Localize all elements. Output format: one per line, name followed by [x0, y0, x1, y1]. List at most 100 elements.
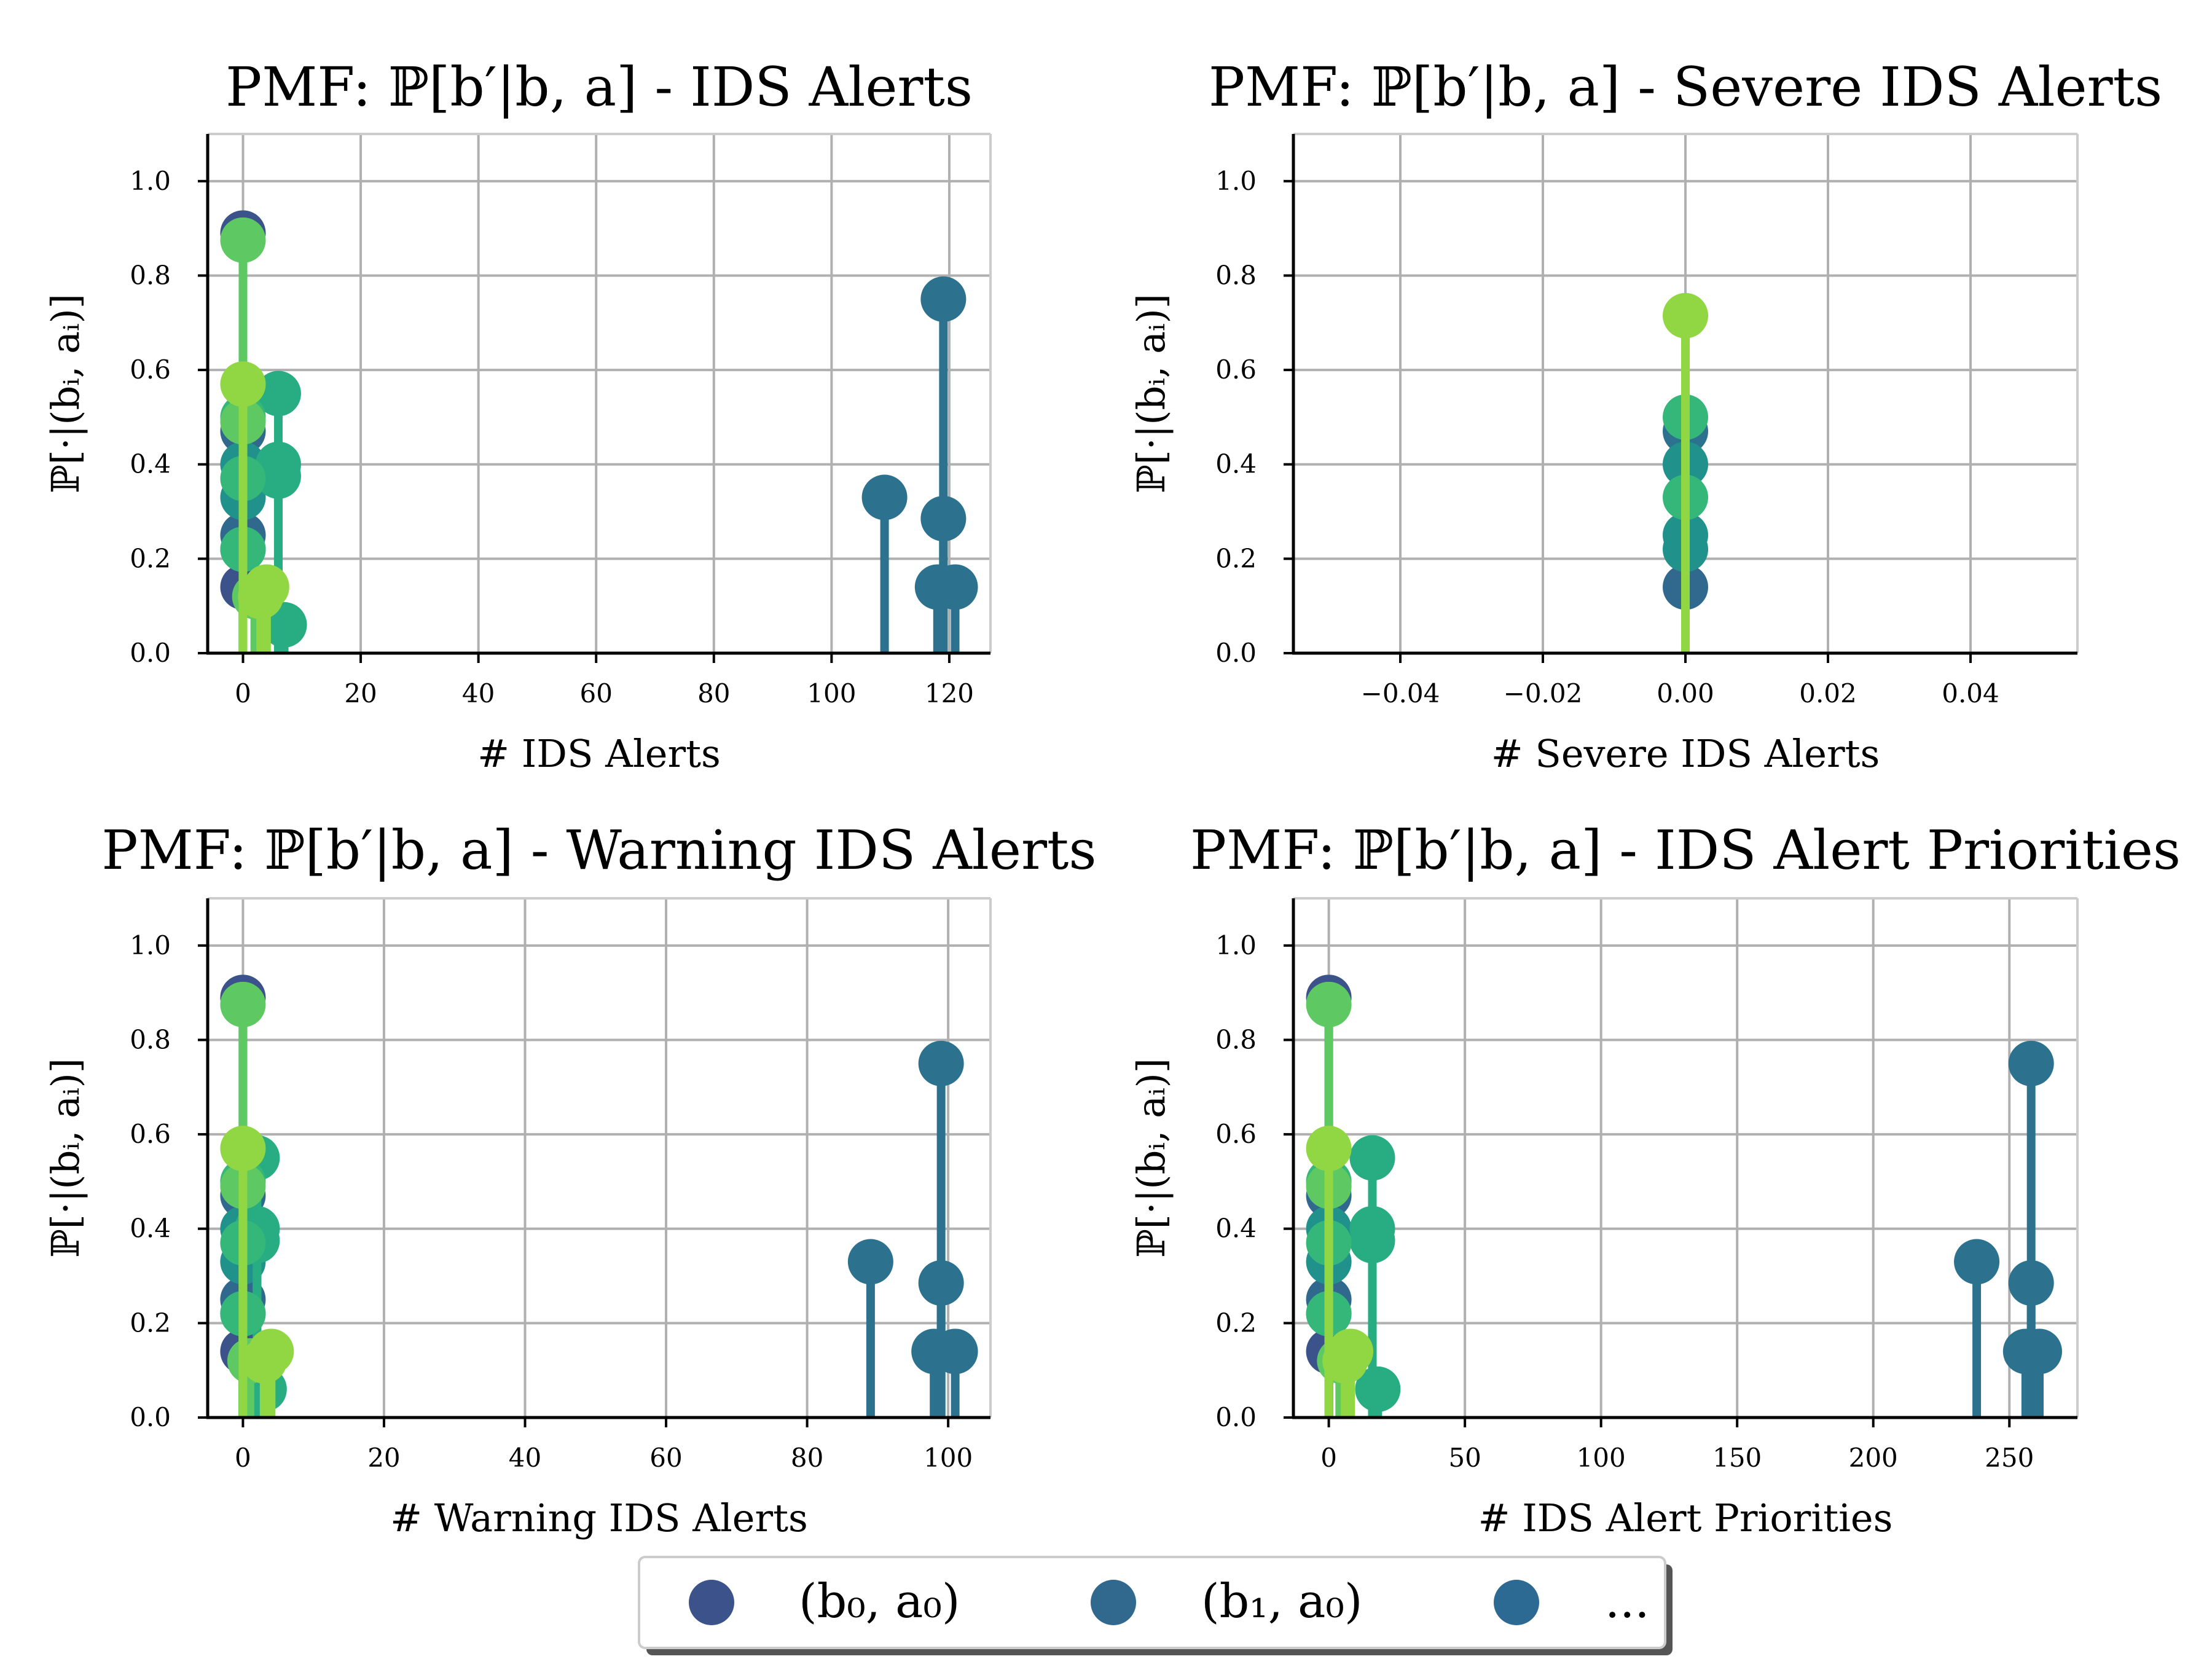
- series-5: [255, 371, 307, 653]
- data-point: [2008, 1040, 2054, 1086]
- series-5: [1349, 1135, 1401, 1418]
- x-axis-label: # Severe IDS Alerts: [1491, 731, 1880, 776]
- y-tick-label: 0.0: [1215, 638, 1257, 668]
- x-tick-label: 60: [649, 1443, 682, 1473]
- chart-title: PMF: ℙ[b′|b, a] - IDS Alerts: [226, 55, 973, 119]
- data-point: [932, 564, 978, 610]
- x-tick-label: 0.02: [1799, 678, 1857, 708]
- y-tick-label: 0.2: [130, 1308, 171, 1338]
- legend: (b₀, a₀) (b₁, a₀)...: [638, 1556, 1673, 1655]
- data-point: [2016, 1328, 2062, 1375]
- y-tick-label: 0.0: [130, 638, 171, 668]
- data-point: [861, 474, 908, 520]
- y-tick-label: 0.6: [1215, 355, 1257, 385]
- x-tick-label: 100: [924, 1443, 973, 1473]
- legend-marker-3: [1494, 1580, 1539, 1625]
- x-tick-label: 250: [1985, 1443, 2034, 1473]
- data-point: [255, 371, 301, 417]
- data-point: [1349, 1217, 1395, 1263]
- data-point: [255, 453, 301, 499]
- data-point: [918, 1040, 964, 1086]
- x-tick-label: 0.00: [1657, 678, 1714, 708]
- legend-label-2: (b₁, a₀): [1201, 1574, 1363, 1628]
- x-tick-label: 20: [367, 1443, 400, 1473]
- x-tick-label: 200: [1849, 1443, 1898, 1473]
- x-tick-label: 80: [791, 1443, 823, 1473]
- data-point: [1349, 1135, 1395, 1181]
- x-tick-label: 60: [579, 678, 612, 708]
- x-tick-label: 20: [344, 678, 377, 708]
- chart-title: PMF: ℙ[b′|b, a] - Warning IDS Alerts: [101, 818, 1096, 882]
- chart-panel-2: −0.04 −0.02 0.00 0.02 0.04 0.0 0.2 0.4 0.6 0.8 1.0…: [1129, 55, 2162, 776]
- y-tick-label: 0.2: [130, 543, 171, 573]
- y-tick-label: 0.4: [1215, 1214, 1257, 1244]
- legend-label-1: (b₀, a₀): [799, 1574, 960, 1628]
- data-point: [241, 1338, 287, 1384]
- chart-title: PMF: ℙ[b′|b, a] - IDS Alert Priorities: [1190, 818, 2181, 882]
- y-tick-label: 0.0: [130, 1402, 171, 1432]
- data-point: [932, 1328, 978, 1375]
- series-8: [220, 361, 289, 653]
- series-8: [220, 1126, 294, 1418]
- series-3: [847, 1040, 978, 1418]
- data-point: [220, 1126, 266, 1172]
- legend-marker-2: [1091, 1580, 1136, 1625]
- y-tick-label: 0.8: [130, 260, 171, 290]
- data-point: [1663, 292, 1708, 339]
- legend-label-3: ...: [1605, 1574, 1649, 1628]
- y-tick-label: 1.0: [1215, 930, 1257, 960]
- y-axis-label: ℙ[·|(bᵢ, aᵢ)]: [1129, 294, 1174, 493]
- y-tick-label: 0.6: [130, 355, 171, 385]
- y-tick-label: 0.4: [130, 1214, 171, 1244]
- data-point: [1322, 1338, 1368, 1384]
- y-axis-label: ℙ[·|(bᵢ, aᵢ)]: [1129, 1058, 1174, 1258]
- x-tick-label: 0: [235, 1443, 251, 1473]
- x-tick-label: 80: [697, 678, 730, 708]
- data-point: [920, 496, 967, 542]
- y-tick-label: 1.0: [1215, 166, 1257, 196]
- y-tick-label: 0.6: [1215, 1119, 1257, 1149]
- x-tick-label: −0.04: [1361, 678, 1440, 708]
- data-point: [220, 217, 266, 263]
- legend-box: [638, 1556, 1666, 1649]
- chart-panel-3: 0 20 40 60 80 100 0.0 0.2 0.4 0.6 0.8 1.0 PMF: ℙ[b′|…: [43, 818, 1097, 1540]
- data-point: [918, 1260, 964, 1306]
- y-tick-label: 0.6: [130, 1119, 171, 1149]
- chart-title: PMF: ℙ[b′|b, a] - Severe IDS Alerts: [1209, 55, 2162, 119]
- series-3: [861, 276, 978, 653]
- x-tick-label: 50: [1448, 1443, 1481, 1473]
- y-tick-label: 0.2: [1215, 1308, 1257, 1338]
- y-tick-label: 0.4: [130, 449, 171, 479]
- data-point: [920, 276, 967, 322]
- data-point: [1306, 1126, 1352, 1172]
- legend-marker-1: [689, 1580, 734, 1625]
- x-axis-label: # Warning IDS Alerts: [390, 1496, 808, 1540]
- x-tick-label: 40: [462, 678, 495, 708]
- x-tick-label: 40: [509, 1443, 541, 1473]
- x-axis-label: # IDS Alert Priorities: [1478, 1496, 1893, 1540]
- chart-panel-1: 0 20 40 60 80 100 120 0.0 0.2 0.4 0.6 0.8 1.0 PMF: ℙ[…: [43, 55, 992, 776]
- y-tick-label: 1.0: [130, 930, 171, 960]
- x-tick-label: −0.02: [1504, 678, 1583, 708]
- data-point: [220, 981, 266, 1027]
- y-tick-label: 0.8: [1215, 260, 1257, 290]
- data-point: [1355, 1366, 1401, 1412]
- y-tick-label: 0.8: [1215, 1024, 1257, 1054]
- x-tick-label: 100: [1577, 1443, 1626, 1473]
- x-tick-label: 150: [1712, 1443, 1762, 1473]
- x-tick-label: 120: [925, 678, 974, 708]
- data-point: [847, 1239, 893, 1285]
- x-tick-label: 100: [807, 678, 856, 708]
- y-tick-label: 0.2: [1215, 543, 1257, 573]
- y-axis-label: ℙ[·|(bᵢ, aᵢ)]: [43, 1058, 88, 1258]
- data-point: [1954, 1239, 2000, 1285]
- y-tick-label: 0.0: [1215, 1402, 1257, 1432]
- chart-panel-4: 0 50 100 150 200 250 0.0 0.2 0.4 0.6 0.8 1.0 PMF: ℙ[…: [1129, 818, 2181, 1540]
- y-tick-label: 1.0: [130, 166, 171, 196]
- data-point: [2008, 1260, 2054, 1306]
- x-axis-label: # IDS Alerts: [477, 731, 721, 776]
- data-point: [238, 573, 284, 619]
- y-tick-label: 0.4: [1215, 449, 1257, 479]
- series-3: [1954, 1040, 2062, 1418]
